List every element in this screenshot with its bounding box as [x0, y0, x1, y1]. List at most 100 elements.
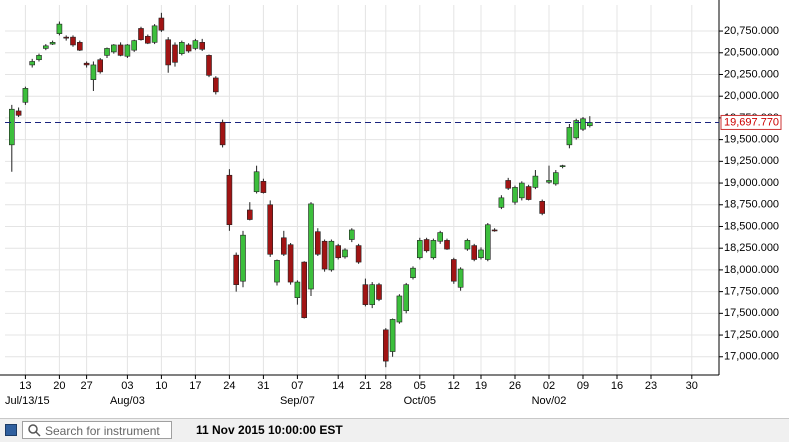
candle-body — [389, 319, 396, 352]
candle-body — [573, 120, 580, 139]
x-tick-label: 27 — [80, 380, 92, 392]
x-tick-label: 21 — [359, 380, 371, 392]
month-label: Nov/02 — [532, 395, 567, 407]
month-label: Jul/13/15 — [5, 395, 50, 407]
y-tick-label: 17,250.000 — [724, 329, 779, 341]
candle-body — [423, 239, 430, 252]
candle-body — [15, 110, 22, 116]
y-tick-label: 19,250.000 — [724, 155, 779, 167]
candle-body — [450, 259, 457, 282]
candle-body — [342, 249, 348, 258]
candle-body — [546, 180, 552, 183]
candle-body — [77, 42, 83, 51]
last-price-box — [720, 114, 782, 130]
y-tick-label: 20,750.000 — [724, 25, 779, 37]
search-placeholder: Search for instrument — [45, 424, 160, 438]
candle-body — [179, 42, 185, 54]
candle-body — [559, 165, 566, 167]
candle-body — [348, 229, 355, 240]
candle-body — [192, 40, 199, 49]
x-tick-label: 30 — [686, 380, 698, 392]
x-tick-label: 09 — [577, 380, 589, 392]
y-tick-label: 17,500.000 — [724, 307, 779, 319]
x-tick-label: 28 — [380, 380, 392, 392]
candle-body — [49, 42, 56, 45]
candle-body — [199, 42, 205, 50]
y-tick-label: 17,750.000 — [724, 286, 779, 298]
candle-body — [22, 88, 29, 103]
timestamp: 11 Nov 2015 10:00:00 EST — [196, 423, 343, 437]
candle-body — [117, 44, 124, 56]
candle-body — [138, 28, 144, 41]
candle-body — [403, 284, 410, 312]
candle-body — [382, 329, 389, 362]
x-tick-label: 10 — [155, 380, 167, 392]
y-tick-label: 19,500.000 — [724, 134, 779, 146]
candle-body — [104, 48, 110, 56]
candle-body — [253, 171, 260, 193]
candle-body — [165, 39, 171, 66]
candle-body — [260, 181, 267, 193]
candle-body — [145, 35, 151, 44]
y-tick-label: 20,000.000 — [724, 90, 779, 102]
y-tick-label: 18,750.000 — [724, 199, 779, 211]
candle-body — [314, 231, 321, 255]
candle-body — [491, 229, 498, 232]
candle-body — [219, 121, 226, 146]
x-tick-label: 26 — [509, 380, 521, 392]
candle-body — [416, 240, 423, 259]
candle-body — [369, 284, 376, 305]
candle-body — [498, 197, 505, 208]
candle-body — [505, 180, 512, 189]
candle-body — [566, 127, 573, 146]
x-tick-label: 14 — [332, 380, 344, 392]
candle-body — [226, 174, 233, 226]
month-label: Aug/03 — [110, 395, 145, 407]
x-tick-label: 23 — [645, 380, 657, 392]
candle-body — [233, 254, 239, 285]
candle-body — [213, 77, 219, 93]
candle-body — [512, 187, 518, 203]
candle-body — [457, 268, 464, 288]
candle-body — [240, 234, 246, 282]
x-tick-label: 12 — [448, 380, 460, 392]
candle-body — [328, 240, 335, 271]
search-box[interactable]: Search for instrument — [22, 421, 172, 439]
candle-body — [355, 245, 362, 263]
candle-body — [580, 118, 586, 130]
candle-body — [464, 240, 471, 250]
candle-body — [294, 281, 301, 298]
candle-body — [9, 108, 15, 146]
candle-body — [321, 240, 328, 270]
candle-body — [396, 295, 403, 323]
candle-body — [430, 240, 437, 259]
candle-body — [518, 182, 525, 199]
candle-body — [267, 204, 274, 255]
x-tick-label: 16 — [611, 380, 623, 392]
x-tick-label: 31 — [257, 380, 269, 392]
candle-body — [308, 203, 314, 290]
candle-body — [131, 40, 137, 51]
y-tick-label: 17,000.000 — [724, 351, 779, 363]
candle-body — [172, 44, 178, 63]
x-tick-label: 17 — [189, 380, 201, 392]
search-icon — [28, 424, 41, 437]
candle-body — [287, 244, 294, 283]
y-tick-label: 20,500.000 — [724, 47, 779, 59]
x-tick-label: 20 — [53, 380, 65, 392]
menu-icon[interactable] — [5, 424, 17, 436]
candle-body — [247, 209, 253, 220]
x-tick-label: 24 — [223, 380, 235, 392]
candle-body — [539, 200, 546, 214]
candle-body — [63, 36, 70, 39]
candle-body — [70, 36, 76, 46]
candle-body — [410, 267, 416, 279]
y-tick-label: 19,000.000 — [724, 177, 779, 189]
candle-body — [362, 284, 369, 305]
y-tick-label: 18,000.000 — [724, 264, 779, 276]
candle-body — [280, 237, 287, 255]
candle-body — [124, 44, 131, 57]
y-tick-label: 18,500.000 — [724, 220, 779, 232]
candle-body — [301, 261, 308, 318]
